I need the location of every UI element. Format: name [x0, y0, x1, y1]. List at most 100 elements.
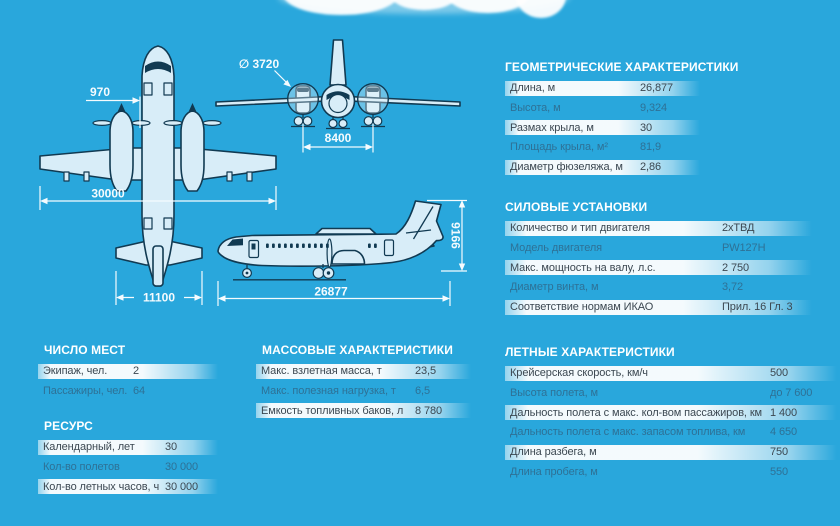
table-row: Длина, м 26,877	[505, 78, 715, 99]
arrowhead-icon	[132, 97, 140, 104]
row-label: Экипаж, чел.	[43, 365, 108, 378]
table-row: Экипаж, чел. 2	[38, 361, 223, 382]
row-value: 2,86	[640, 161, 662, 174]
row-label: Высота, м	[510, 102, 561, 115]
row-value: 550	[770, 465, 789, 478]
nose-gear-side-view	[242, 265, 253, 279]
table-row: Диаметр фюзеляжа, м 2,86	[505, 157, 715, 177]
row-label: Пассажиры, чел.	[43, 385, 128, 398]
aircraft-top-view: 970 30000 11100	[39, 45, 277, 305]
aircraft-side-view: 26877 9166	[217, 199, 467, 306]
mass-table: МАССОВЫЕ ХАРАКТЕРИСТИКИ Макс. взлетная м…	[256, 344, 476, 421]
row-label: Крейсерская скорость, км/ч	[510, 367, 648, 380]
aircraft-front-view: ∅ 3720 8400	[215, 39, 461, 153]
row-label: Макс. мощность на валу, л.с.	[510, 261, 656, 274]
row-value: 2	[133, 365, 140, 378]
arrowhead-icon	[303, 143, 311, 151]
arrowhead-icon	[458, 200, 466, 208]
arrowhead-icon	[442, 295, 450, 302]
landing-gear-wheel	[363, 116, 374, 126]
dimension-height: 9166	[449, 222, 463, 249]
arrowhead-icon	[268, 197, 276, 205]
row-value: до 7 600	[770, 387, 813, 400]
row-value: 2хТВД	[722, 222, 755, 235]
table-row: Диаметр винта, м 3,72	[505, 278, 825, 298]
table-title: СИЛОВЫЕ УСТАНОВКИ	[505, 200, 648, 214]
row-value: 26,877	[640, 82, 674, 95]
rudder-line	[412, 206, 434, 240]
row-label: Высота полета, м	[510, 387, 598, 400]
table-row: Пассажиры, чел. 64	[38, 381, 223, 401]
propeller-spinner	[188, 103, 197, 112]
row-label: Длина, м	[510, 82, 556, 95]
landing-gear-wheel	[293, 116, 304, 126]
wing-side-view	[315, 227, 377, 235]
cloud-decoration	[447, 0, 529, 13]
cockpit-windshield	[227, 238, 243, 246]
landing-gear-wheel	[338, 118, 348, 129]
row-value: 1 400	[770, 406, 798, 419]
arrowhead-icon	[218, 295, 226, 302]
row-value: 9,324	[640, 102, 668, 115]
resource-table: РЕСУРС Календарный, лет 30 Кол-во полетов…	[38, 420, 223, 497]
table-row: Кол-во полетов 30 000	[38, 457, 223, 477]
table-row: Длина разбега, м 750	[505, 442, 840, 462]
rear-door	[383, 239, 395, 257]
row-value: 4 650	[770, 426, 798, 439]
row-label: Кол-во летных часов, ч	[43, 480, 160, 493]
row-label: Соответствие нормам ИКАО	[510, 301, 654, 314]
table-row: Крейсерская скорость, км/ч 500	[505, 363, 840, 384]
main-gear-side-view	[312, 264, 335, 279]
table-row: Дальность полета с макс. кол-вом пассажи…	[505, 402, 840, 423]
propeller-disc	[287, 82, 320, 115]
row-label: Длина разбега, м	[510, 446, 597, 459]
table-row: Высота, м 9,324	[505, 98, 715, 118]
cockpit-windshield	[145, 61, 171, 73]
propeller-blade	[326, 238, 333, 268]
table-row: Макс. взлетная масса, т 23,5	[256, 361, 476, 382]
row-value: PW127H	[722, 242, 766, 255]
aircraft-three-view-drawing: 970 30000 11100	[39, 39, 467, 306]
table-row: Размах крыла, м 30	[505, 117, 715, 138]
row-label: Емкость топливных баков, л	[261, 404, 404, 417]
table-title: ЧИСЛО МЕСТ	[44, 343, 126, 357]
fin-top-view	[152, 245, 164, 287]
fin-front-view	[329, 39, 347, 86]
dimension-length: 26877	[314, 285, 348, 299]
cloud-decoration	[283, 0, 399, 15]
table-row: Макс. полезная нагрузка, т 6,5	[256, 381, 476, 401]
row-label: Дальность полета с макс. запасом топлива…	[510, 426, 746, 439]
propeller-blade	[202, 119, 222, 126]
row-label: Дальность полета с макс. кол-вом пассажи…	[510, 406, 763, 419]
landing-gear-wheel	[372, 116, 383, 126]
row-label: Макс. взлетная масса, т	[261, 365, 382, 378]
arrowhead-icon	[365, 143, 373, 151]
row-label: Диаметр винта, м	[510, 281, 599, 294]
dimension-wingspan: 30000	[91, 187, 125, 201]
row-value: 64	[133, 385, 146, 398]
landing-gear-wheel	[312, 267, 325, 279]
row-label: Длина пробега, м	[510, 465, 598, 478]
table-title: ГЕОМЕТРИЧЕСКИЕ ХАРАКТЕРИСТИКИ	[505, 60, 739, 74]
propeller-blade	[163, 119, 183, 126]
table-row: Соответствие нормам ИКАО Прил. 16 Гл. 3	[505, 297, 825, 317]
table-row: Высота полета, м до 7 600	[505, 383, 840, 403]
propeller-blade	[131, 119, 151, 126]
row-label: Модель двигателя	[510, 242, 603, 255]
row-value: 8 780	[415, 404, 443, 417]
landing-gear-wheel	[328, 118, 338, 129]
arrowhead-icon	[116, 294, 124, 301]
row-label: Макс. полезная нагрузка, т	[261, 385, 396, 398]
arrowhead-icon	[194, 294, 202, 301]
propeller-disc	[357, 82, 390, 115]
row-value: 6,5	[415, 385, 430, 398]
row-value: Прил. 16 Гл. 3	[722, 301, 793, 314]
row-label: Календарный, лет	[43, 441, 135, 454]
row-value: 500	[770, 367, 789, 380]
row-label: Диаметр фюзеляжа, м	[510, 161, 623, 174]
geometry-table: ГЕОМЕТРИЧЕСКИЕ ХАРАКТЕРИСТИКИ Длина, м 26…	[505, 60, 739, 177]
row-value: 30	[640, 121, 653, 134]
landing-gear-wheel	[302, 116, 313, 126]
seats-table: ЧИСЛО МЕСТ Экипаж, чел. 2 Пассажиры, чел.…	[38, 344, 223, 401]
table-row: Дальность полета с макс. запасом топлива…	[505, 423, 840, 443]
